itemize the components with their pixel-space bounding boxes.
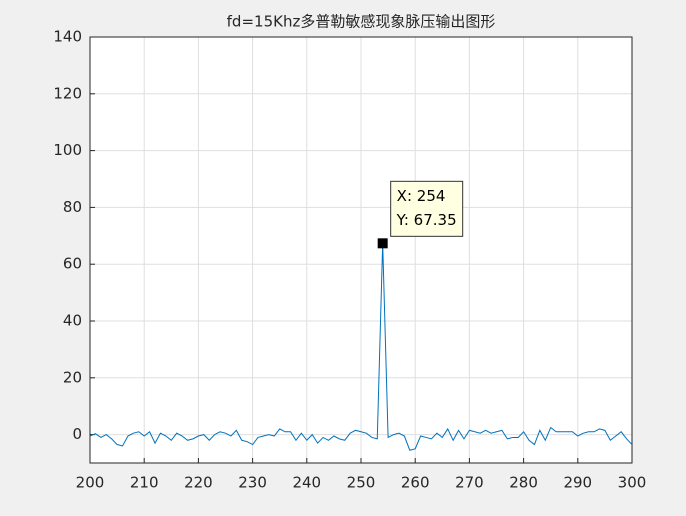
- x-tick-label: 290: [563, 474, 592, 492]
- y-tick-label: 100: [53, 141, 82, 159]
- y-tick-label: 20: [63, 368, 82, 386]
- x-tick-label: 280: [509, 474, 538, 492]
- x-tick-label: 240: [292, 474, 321, 492]
- x-tick-label: 230: [238, 474, 267, 492]
- datatip-y: Y: 67.35: [396, 211, 457, 229]
- y-tick-label: 140: [53, 28, 82, 46]
- line: [89, 243, 633, 451]
- y-tick-label: 60: [63, 255, 82, 273]
- x-tick-label: 270: [455, 474, 484, 492]
- x-tick-label: 260: [401, 474, 430, 492]
- y-tick-label: 120: [53, 84, 82, 102]
- y-tick-label: 0: [72, 425, 82, 443]
- chart-title: fd=15Khz多普勒敏感现象脉压输出图形: [227, 13, 496, 31]
- x-tick-label: 300: [618, 474, 647, 492]
- y-tick-label: 80: [63, 198, 82, 216]
- datatip-x: X: 254: [397, 187, 446, 205]
- x-tick-label: 210: [130, 474, 159, 492]
- x-tick-label: 200: [76, 474, 105, 492]
- y-tick-label: 40: [63, 312, 82, 330]
- axes-box: [89, 36, 633, 464]
- x-tick-label: 220: [184, 474, 213, 492]
- datatip-marker: [377, 238, 388, 249]
- datatip-box: [390, 180, 464, 237]
- x-tick-label: 250: [347, 474, 376, 492]
- datatip: X: 254 Y: 67.35: [390, 180, 464, 237]
